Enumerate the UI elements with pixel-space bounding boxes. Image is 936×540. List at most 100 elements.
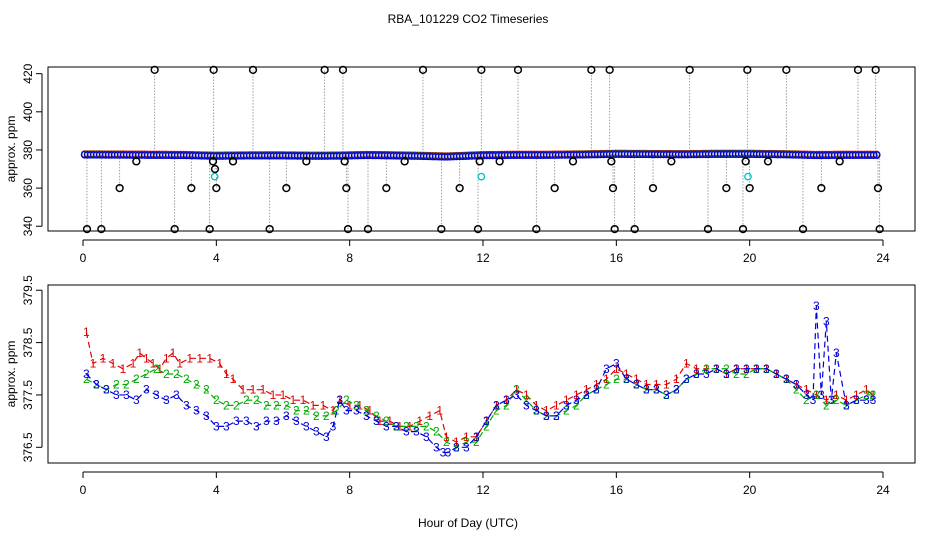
series-2-point: 2 xyxy=(803,393,810,407)
series-3-point: 3 xyxy=(123,388,130,402)
excursion-point xyxy=(550,183,559,193)
series-1-point: 1 xyxy=(223,367,230,381)
series-1-point: 1 xyxy=(260,383,267,397)
series-2-point: 2 xyxy=(83,372,90,386)
series-1-point: 1 xyxy=(583,383,590,397)
excursion-point xyxy=(782,65,791,75)
excursion-point xyxy=(340,157,349,166)
excursion-point xyxy=(473,224,483,234)
series-2-point: 2 xyxy=(313,409,320,423)
series-3-point: 3 xyxy=(853,393,860,407)
series-1-point: 1 xyxy=(376,414,383,428)
series-3-point: 3 xyxy=(828,393,835,407)
series-3-point: 3 xyxy=(773,367,780,381)
bottom-x-tick-label: 20 xyxy=(743,483,757,497)
series-3-point: 3 xyxy=(113,388,120,402)
excursion-point xyxy=(170,224,179,234)
series-1-point: 1 xyxy=(90,357,97,371)
series-2-point: 2 xyxy=(443,435,450,449)
series-2-point: 2 xyxy=(133,372,140,386)
series-2-point: 2 xyxy=(493,404,500,418)
series-3-point: 3 xyxy=(810,393,817,407)
series-2-line xyxy=(86,368,873,448)
series-2-point: 2 xyxy=(703,362,710,376)
series-1-point: 1 xyxy=(533,398,540,412)
series-2-point: 2 xyxy=(543,409,550,423)
series-3-point: 3 xyxy=(453,440,460,454)
excursion-point xyxy=(871,65,880,75)
excursion-point xyxy=(532,224,541,234)
series-2-point: 2 xyxy=(113,377,120,391)
series-2-point: 2 xyxy=(603,377,610,391)
top-x-tick-label: 0 xyxy=(80,251,87,265)
series-3-point: 3 xyxy=(513,388,520,402)
excursion-point xyxy=(477,65,486,75)
excursion-point xyxy=(338,65,348,75)
series-1-point: 1 xyxy=(356,398,363,412)
excursion-point xyxy=(265,224,274,234)
series-1-line xyxy=(85,331,874,443)
bottom-x-tick-label: 4 xyxy=(213,483,220,497)
top-y-tick-label: 420 xyxy=(21,63,35,83)
series-1-point: 1 xyxy=(463,430,470,444)
series-1-point: 1 xyxy=(683,357,690,371)
series-3-point: 3 xyxy=(703,367,710,381)
series-1-point: 1 xyxy=(643,377,650,391)
series-3-point: 3 xyxy=(263,414,270,428)
series-3-point: 3 xyxy=(833,346,840,360)
excursion-point xyxy=(212,183,221,193)
series-1-point: 1 xyxy=(240,383,247,397)
top-plot-marks xyxy=(80,65,884,234)
series-3-point: 3 xyxy=(723,367,730,381)
series-2-point: 2 xyxy=(713,362,720,376)
reference-point xyxy=(477,172,486,181)
excursion-point xyxy=(302,157,311,166)
series-3-point: 3 xyxy=(803,388,810,402)
bottom-x-tick-label: 12 xyxy=(476,483,490,497)
series-2-point: 2 xyxy=(183,372,190,386)
series-1-point: 1 xyxy=(330,404,337,418)
series-2-point: 2 xyxy=(223,398,230,412)
series-2-point: 2 xyxy=(353,398,360,412)
series-1-point: 1 xyxy=(523,388,530,402)
series-3-point: 3 xyxy=(593,383,600,397)
series-3-point: 3 xyxy=(463,440,470,454)
series-2-point: 2 xyxy=(523,393,530,407)
series-2-point: 2 xyxy=(253,393,260,407)
series-1-point: 1 xyxy=(673,372,680,386)
bottom-panel: approx. ppm 0 4 8 12 16 20 24 376.5377.5378.53… xyxy=(4,275,916,497)
series-2-point: 2 xyxy=(613,372,620,386)
series-2-point: 2 xyxy=(233,398,240,412)
series-2-point: 2 xyxy=(633,377,640,391)
series-2-point: 2 xyxy=(823,398,830,412)
series-1-point: 1 xyxy=(150,357,157,371)
series-1-point: 1 xyxy=(553,398,560,412)
series-2-point: 2 xyxy=(623,372,630,386)
series-3-point: 3 xyxy=(563,398,570,412)
series-1-point: 1 xyxy=(863,383,870,397)
top-x-tick-label: 8 xyxy=(346,251,353,265)
bottom-y-tick-label: 378.5 xyxy=(21,327,35,357)
top-x-tick-label: 12 xyxy=(476,251,490,265)
series-3-point: 3 xyxy=(683,372,690,386)
series-1-point: 1 xyxy=(416,414,423,428)
series-1-point: 1 xyxy=(176,357,183,371)
excursion-point xyxy=(685,65,694,75)
series-2-point: 2 xyxy=(363,404,370,418)
series-2-point: 2 xyxy=(333,404,340,418)
excursion-point xyxy=(798,224,808,234)
series-1-point: 1 xyxy=(563,393,570,407)
excursion-point xyxy=(282,183,291,193)
series-3-point: 3 xyxy=(673,383,680,397)
series-3-point: 3 xyxy=(613,357,620,371)
series-2-point: 2 xyxy=(263,398,270,412)
series-3-line xyxy=(85,305,873,454)
series-1-point: 1 xyxy=(216,357,223,371)
series-3-point: 3 xyxy=(783,372,790,386)
bottom-y-tick-label: 377.5 xyxy=(21,380,35,410)
series-1-point: 1 xyxy=(83,325,90,339)
top-panel: approx. ppm 0 4 8 12 16 20 24 340 360 380 400 420 xyxy=(4,63,916,265)
series-1-point: 1 xyxy=(100,351,107,365)
series-2-point: 2 xyxy=(483,419,490,433)
